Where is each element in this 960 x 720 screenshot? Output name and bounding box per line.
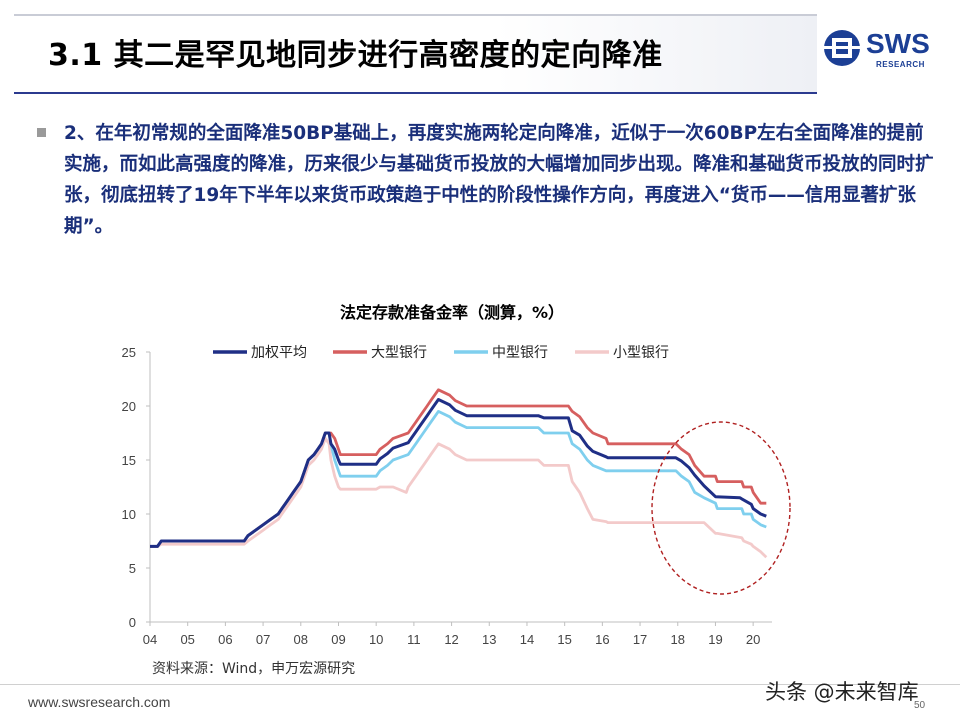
y-tick-label: 0: [129, 615, 136, 630]
chart-legend: 加权平均 大型银行 中型银行 小型银行: [213, 345, 669, 361]
x-tick-label: 10: [369, 632, 383, 647]
source-note: 资料来源：Wind，申万宏源研究: [152, 661, 356, 677]
sws-logo: SWS RESEARCH: [822, 26, 942, 74]
slide-title: 3.1 其二是罕见地同步进行高密度的定向降准: [48, 38, 663, 73]
legend-label-large: 大型银行: [371, 345, 427, 361]
x-tick-label: 04: [143, 632, 157, 647]
x-tick-label: 06: [218, 632, 232, 647]
y-tick-label: 5: [129, 561, 136, 576]
x-tick-label: 11: [407, 632, 421, 647]
footer-url[interactable]: www.swsresearch.com: [28, 694, 171, 710]
watermark-text: 头条 @未来智库: [765, 680, 919, 704]
series-line-medium: [150, 410, 767, 548]
highlight-ellipse: [651, 421, 791, 595]
x-tick-label: 14: [520, 632, 534, 647]
x-tick-label: 05: [180, 632, 194, 647]
x-tick-label: 20: [746, 632, 760, 647]
logo-subtext: RESEARCH: [876, 60, 925, 69]
body-paragraph: 2、在年初常规的全面降准50BP基础上，再度实施两轮定向降准，近似于一次60BP…: [64, 123, 934, 237]
x-tick-label: 12: [444, 632, 458, 647]
legend-label-weighted: 加权平均: [251, 345, 307, 361]
y-tick-label: 20: [122, 399, 136, 414]
y-tick-label: 15: [122, 453, 136, 468]
series-line-weighted: [150, 398, 767, 548]
chart-container: 法定存款准备金率（测算，%） 加权平均 大型银行 中型银行 小型银行 0 5 10 15 20…: [0, 290, 960, 690]
chart-series: [150, 388, 768, 559]
y-tick-label: 25: [122, 345, 136, 360]
x-tick-label: 07: [256, 632, 270, 647]
x-tick-label: 18: [671, 632, 685, 647]
page-number: 50: [914, 700, 926, 711]
chart-title: 法定存款准备金率（测算，%）: [340, 303, 564, 322]
x-tick-label: 17: [633, 632, 647, 647]
x-tick-label: 15: [557, 632, 571, 647]
x-tick-label: 16: [595, 632, 609, 647]
sws-logo-icon: [824, 30, 860, 66]
bullet-square-icon: [37, 128, 46, 137]
legend-label-small: 小型银行: [613, 345, 669, 361]
y-tick-label: 10: [122, 507, 136, 522]
reserve-ratio-chart: 法定存款准备金率（测算，%） 加权平均 大型银行 中型银行 小型银行 05101520…: [122, 303, 791, 647]
x-tick-label: 13: [482, 632, 496, 647]
x-tick-label: 09: [331, 632, 345, 647]
footer-divider: [0, 684, 960, 685]
x-tick-label: 08: [294, 632, 308, 647]
legend-label-medium: 中型银行: [492, 345, 548, 361]
logo-text: SWS: [866, 28, 930, 59]
x-tick-label: 19: [708, 632, 722, 647]
title-bar: [14, 14, 817, 94]
series-line-small: [150, 437, 768, 559]
